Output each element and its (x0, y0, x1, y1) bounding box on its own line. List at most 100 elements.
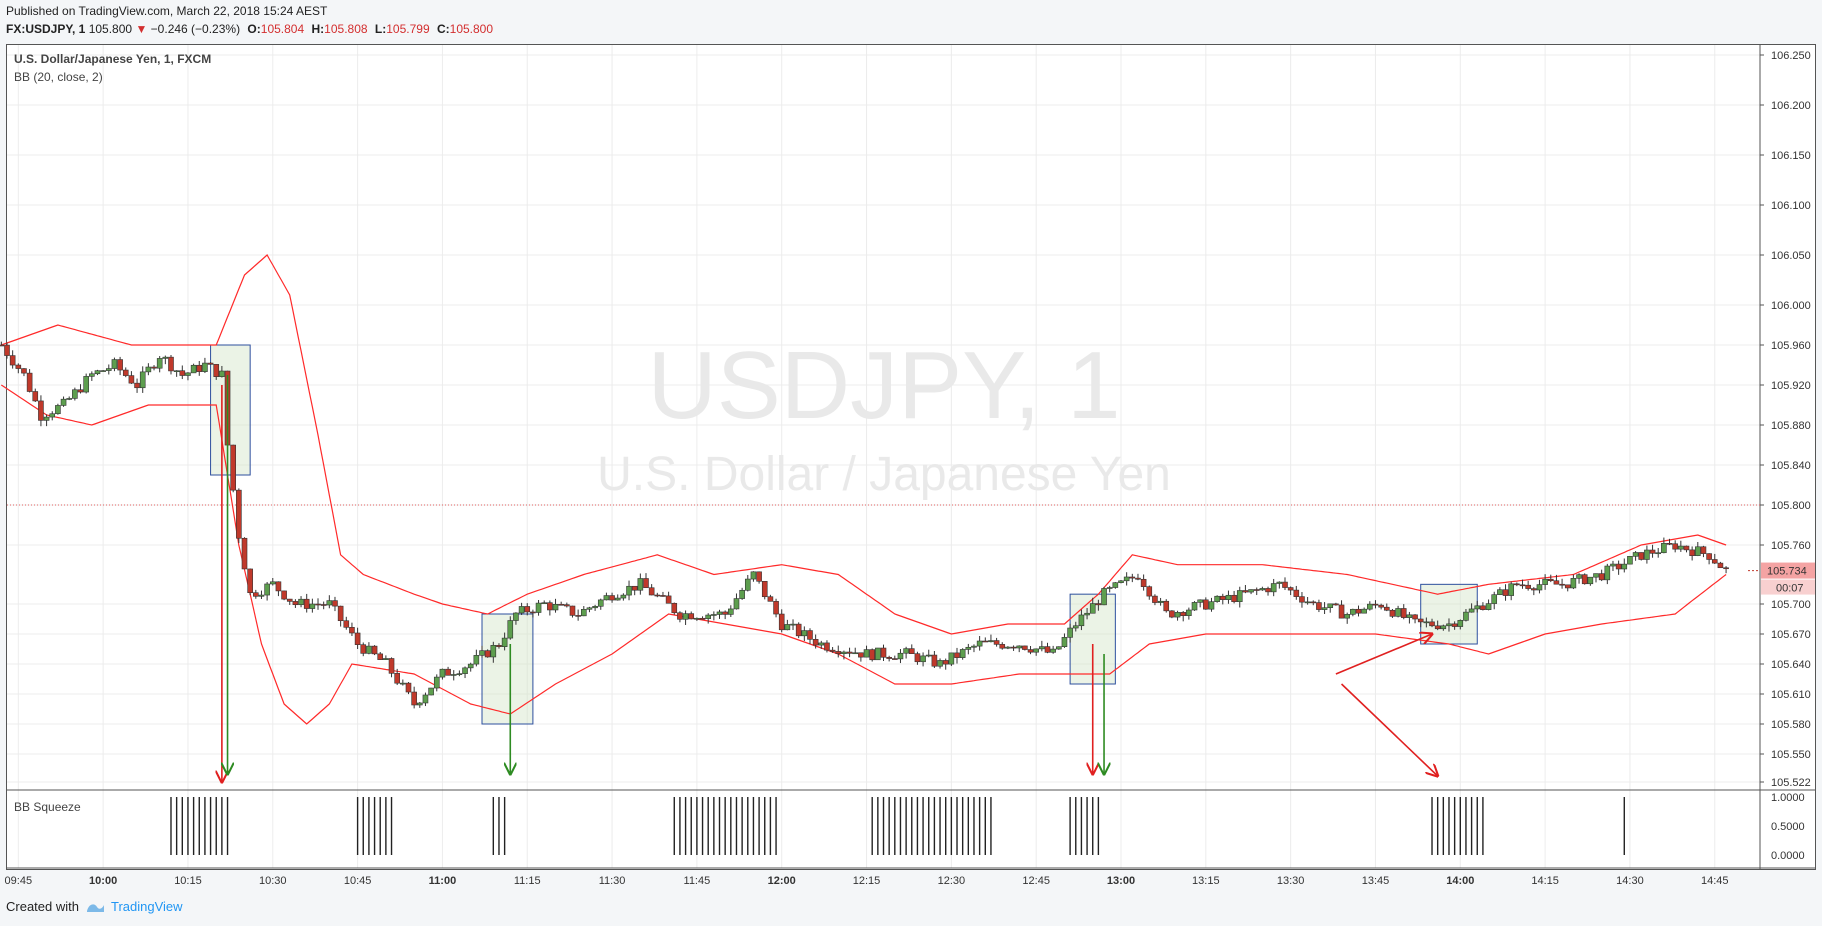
candle-body (1706, 553, 1712, 560)
candle-body (761, 580, 768, 598)
candle (1446, 618, 1452, 632)
candle (812, 634, 819, 649)
candle-body (575, 615, 581, 617)
candle (948, 652, 955, 667)
candle-body (518, 606, 525, 614)
candle-body (1723, 567, 1729, 570)
candle (665, 591, 672, 604)
candle-body (863, 649, 870, 658)
tradingview-link[interactable]: TradingView (110, 899, 183, 914)
candle-body (400, 682, 406, 685)
candle-body (1236, 590, 1243, 603)
squeeze-bar-group (1431, 797, 1484, 855)
candle-body (241, 537, 248, 570)
candle-body (1152, 595, 1158, 603)
candle (1400, 604, 1407, 620)
candle-body (411, 691, 417, 706)
candle-body (207, 362, 214, 365)
candle (875, 647, 881, 661)
time-tick-label: 10:00 (89, 875, 117, 887)
candle (620, 593, 627, 601)
open-value: 105.804 (260, 22, 305, 36)
candle-body (1661, 542, 1667, 554)
candle (614, 594, 621, 601)
candle (1615, 560, 1622, 575)
candle-body (801, 630, 808, 637)
candle (422, 692, 429, 707)
candle-body (55, 405, 61, 415)
candle-body (1276, 581, 1283, 584)
candle-body (1135, 577, 1141, 580)
candle (897, 648, 904, 664)
candle-body (303, 598, 310, 609)
candle (450, 670, 457, 681)
candle-body (858, 652, 864, 658)
footer: Created with TradingView (6, 899, 183, 914)
candle (1666, 538, 1673, 546)
candle (21, 368, 27, 377)
candle-body (349, 627, 355, 634)
candle (1576, 573, 1582, 584)
candle-body (807, 630, 813, 640)
candle (671, 602, 678, 615)
candle-body (1610, 563, 1616, 567)
candle-body (1468, 608, 1475, 613)
close-value: 105.800 (449, 22, 494, 36)
candle-body (1463, 611, 1469, 621)
candle (1214, 595, 1220, 603)
candle (496, 643, 502, 649)
candle-body (264, 583, 270, 596)
candle-body (196, 364, 203, 372)
candle-body (1095, 603, 1102, 606)
candle-body (1491, 594, 1498, 604)
candle-body (1593, 573, 1599, 578)
candle (105, 364, 112, 375)
candle (530, 609, 536, 618)
candle (609, 592, 615, 603)
candle (1485, 599, 1492, 611)
candle (1253, 587, 1260, 596)
candle-body (89, 373, 95, 377)
candle-body (1689, 549, 1695, 556)
published-line: Published on TradingView.com, March 22, … (6, 4, 328, 18)
candle-body (535, 602, 542, 613)
candle-body (1050, 648, 1056, 653)
candle-body (564, 604, 570, 607)
candle (26, 369, 33, 393)
candle-body (433, 676, 440, 689)
low-label: L: (374, 22, 387, 36)
squeeze-bar-group (492, 797, 506, 855)
candle (631, 585, 638, 596)
candle (976, 635, 983, 651)
time-tick-label: 12:45 (1022, 875, 1050, 887)
candle (1072, 621, 1079, 632)
candle-body (795, 623, 802, 637)
candle (60, 396, 67, 407)
candle-body (1474, 605, 1481, 610)
chart-frame[interactable] (6, 44, 1816, 870)
time-tick-label: 14:45 (1701, 875, 1729, 887)
candle (9, 350, 16, 369)
candle-body (1383, 606, 1390, 611)
candle-body (1078, 614, 1085, 627)
candle-body (60, 398, 67, 406)
candle-body (1067, 627, 1073, 638)
squeeze-tick-label: 1.0000 (1771, 792, 1805, 804)
candle (1429, 618, 1435, 628)
candle-body (558, 603, 564, 606)
candle-body (1163, 600, 1170, 612)
candle-body (1581, 574, 1588, 585)
candle-body (467, 663, 474, 669)
candle (337, 605, 344, 627)
candle (1417, 618, 1424, 628)
candle (1372, 600, 1379, 609)
candle-body (94, 370, 101, 375)
candle (38, 395, 44, 427)
squeeze-legend: BB Squeeze (14, 800, 81, 814)
highlight-box (481, 613, 534, 725)
candle (202, 357, 208, 374)
high-value: 105.808 (324, 22, 368, 36)
candle-body (1638, 552, 1645, 560)
candle (744, 574, 751, 592)
